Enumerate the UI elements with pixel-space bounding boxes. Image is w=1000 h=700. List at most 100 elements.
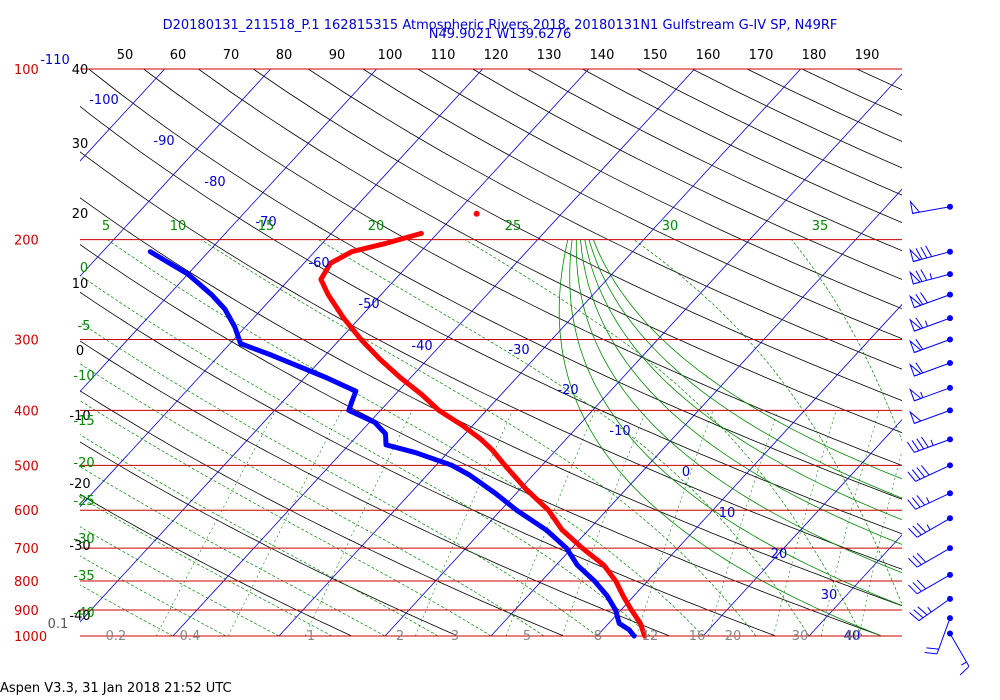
mixing-ratio-label: 1 (307, 629, 315, 644)
wind-barb-flag (916, 467, 926, 478)
dry-adiabat-line (692, 69, 902, 169)
dewpoint-trace (147, 249, 637, 639)
wind-barb (924, 615, 953, 655)
top-scale-label: 100 (378, 48, 403, 63)
wind-barb-flag (920, 269, 928, 281)
wind-barb-flag (911, 440, 920, 451)
pressure-tick-label: 800 (14, 575, 39, 590)
wind-barb (947, 630, 970, 676)
pressure-tick-label: 100 (14, 63, 39, 78)
left-temp-label: 0 (76, 344, 84, 359)
isotherm-label: -30 (508, 343, 529, 358)
isotherm-label: 40 (844, 629, 861, 644)
wind-barb-flag (915, 362, 924, 374)
dry-adiabat-line (80, 151, 902, 570)
wind-barb-flag (912, 582, 922, 592)
mixing-ratio-label: 20 (725, 629, 742, 644)
dry-adiabat-line (80, 105, 902, 535)
mixing-ratio-label: 30 (792, 629, 809, 644)
mixing-ratio-label: 0.2 (106, 629, 127, 644)
wind-barb-flag (920, 292, 928, 304)
isotherm-label: 30 (821, 588, 838, 603)
pressure-tick-label: 400 (14, 404, 39, 419)
mixing-ratio-line (858, 450, 902, 636)
wind-barb-flag (915, 294, 924, 305)
mixing-ratio-label: 2 (396, 629, 404, 644)
top-scale-label: 120 (484, 48, 509, 63)
wind-barb-staff (915, 464, 951, 482)
theta-e-label: 5 (102, 219, 110, 234)
wind-barb-pennant (909, 339, 922, 354)
wind-barb-flag (916, 438, 925, 450)
wind-barb-flag (911, 497, 921, 508)
chart-title: D20180131_211518_P.1 162815315 Atmospher… (162, 18, 838, 33)
wind-barb-flag (920, 465, 930, 476)
isotherm-line (80, 69, 589, 623)
temperature-trace (318, 230, 648, 639)
wind-barb-pennant (909, 363, 922, 377)
isotherm-label: -80 (204, 175, 225, 190)
wind-barb-flag (907, 499, 916, 510)
dry-adiabat-line (801, 69, 902, 116)
wind-barb (906, 436, 953, 453)
wind-barb-pennant (909, 248, 922, 263)
wind-barb (909, 336, 953, 354)
isotherm-label: -70 (255, 215, 276, 230)
dry-adiabat-line (253, 69, 902, 401)
dry-adiabat-line (80, 244, 883, 636)
dry-adiabat-line (80, 390, 565, 636)
moist-adiabat-line (80, 274, 651, 636)
pressure-tick-label: 1000 (14, 630, 47, 645)
moist-adiabat-line (791, 239, 902, 442)
mixing-ratio-line (415, 410, 513, 636)
mixing-ratio-line (561, 410, 647, 636)
mixing-ratio-line (982, 410, 1000, 636)
wind-barb-flag (906, 441, 915, 453)
wind-barb-flag (916, 495, 926, 506)
pressure-tick-label: 900 (14, 604, 39, 619)
mixing-ratio-label: 16 (689, 629, 706, 644)
isotherm-line (596, 303, 902, 636)
wind-barb-flag (916, 552, 927, 563)
moist-adiabat-line (915, 240, 1000, 636)
top-scale-label: 90 (329, 48, 346, 63)
moist-adiabat-line (80, 526, 280, 636)
wind-barb-flag (921, 436, 929, 448)
left-green-label: -40 (73, 606, 94, 621)
wind-barb-pennant (909, 387, 922, 402)
wind-barb (909, 359, 953, 377)
moist-adiabat-line (80, 321, 598, 636)
wind-barb-half-flag (920, 391, 924, 398)
isotherm-line (808, 534, 902, 636)
top-scale-label: 140 (590, 48, 615, 63)
moist-adiabat-line (318, 239, 810, 636)
isotherm-line (80, 69, 377, 393)
dry-adiabats (80, 69, 902, 636)
wind-barb-flag (916, 579, 927, 590)
wind-barb-staff (916, 547, 951, 568)
wind-barb-flag (926, 647, 939, 650)
theta-e-label: 20 (368, 219, 385, 234)
top-scale-label: 80 (276, 48, 293, 63)
dry-adiabat-line (417, 69, 902, 310)
left-green-label: -15 (73, 414, 94, 429)
wind-barb-pennant (909, 270, 922, 285)
isotherm-label: -60 (308, 256, 329, 271)
wind-barb-flag (908, 528, 918, 538)
left-temp-label: 40 (72, 63, 89, 78)
wind-barb-flag (915, 248, 923, 260)
wind-barb-flag (908, 557, 918, 568)
wind-barb-staff (914, 438, 951, 453)
isotherm-label: 0 (682, 465, 690, 480)
theta-e-label: 25 (505, 219, 522, 234)
top-scale-label: 190 (855, 48, 880, 63)
dry-adiabat-line (80, 441, 459, 636)
mixing-ratio-label: 8 (594, 629, 602, 644)
dry-adiabat-line (80, 197, 902, 607)
isotherms (80, 69, 902, 636)
wind-barb (909, 199, 953, 214)
mixing-ratio-label: 40 (845, 629, 862, 644)
isolated-data-point (473, 210, 480, 217)
